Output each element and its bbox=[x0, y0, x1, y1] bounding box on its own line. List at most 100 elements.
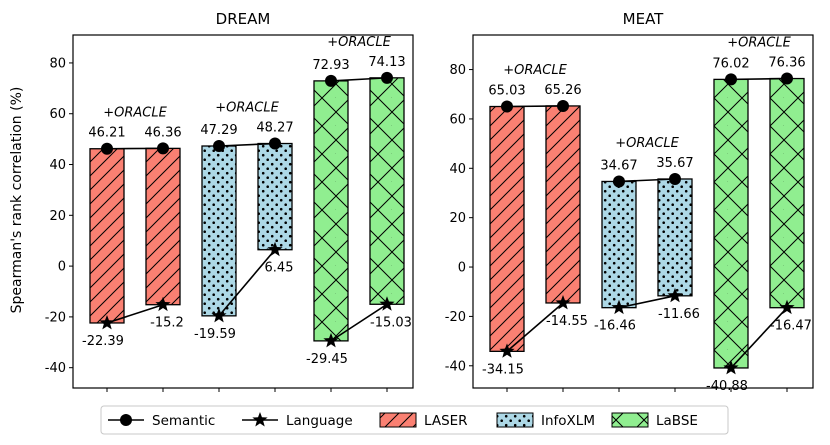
language-point bbox=[499, 343, 515, 358]
language-value-label: -16.46 bbox=[594, 319, 636, 334]
y-tick-label: 40 bbox=[449, 162, 466, 177]
legend-label: Semantic bbox=[152, 413, 215, 429]
bar-hatch bbox=[769, 77, 805, 309]
semantic-line bbox=[218, 142, 276, 147]
language-line bbox=[730, 307, 788, 369]
legend-label: LASER bbox=[424, 413, 468, 429]
legend: Semantic Language LASER InfoXLM LaBSE bbox=[100, 405, 729, 435]
language-line bbox=[330, 303, 388, 342]
language-point bbox=[323, 332, 339, 348]
bar-hatch bbox=[89, 148, 125, 324]
language-value-label: -29.45 bbox=[306, 352, 348, 367]
semantic-point bbox=[213, 140, 225, 153]
language-point bbox=[555, 294, 571, 310]
legend-item-laser: LASER bbox=[379, 412, 468, 429]
panel-title: MEAT bbox=[623, 10, 665, 28]
semantic-value-label: 65.03 bbox=[488, 84, 525, 99]
legend-item-infoxlm: InfoXLM bbox=[496, 412, 595, 429]
y-tick-label: -20 bbox=[445, 310, 466, 325]
semantic-point bbox=[725, 73, 737, 86]
language-value-label: -11.66 bbox=[658, 307, 700, 322]
semantic-point bbox=[501, 100, 513, 113]
semantic-point bbox=[157, 142, 169, 155]
language-point bbox=[155, 296, 171, 312]
oracle-annotation: +ORACLE bbox=[103, 105, 167, 120]
language-point bbox=[611, 299, 627, 315]
legend-label: InfoXLM bbox=[541, 413, 595, 429]
semantic-value-label: 35.67 bbox=[656, 156, 693, 171]
semantic-value-label: 74.13 bbox=[368, 55, 405, 70]
axes-frame bbox=[472, 34, 814, 389]
language-value-label: -34.15 bbox=[482, 362, 524, 377]
semantic-point bbox=[325, 74, 337, 87]
y-tick-label: -40 bbox=[445, 359, 466, 374]
legend-item-semantic: Semantic bbox=[108, 413, 215, 429]
legend-label: LaBSE bbox=[656, 413, 698, 429]
bar-hatch bbox=[313, 80, 349, 342]
oracle-annotation: +ORACLE bbox=[727, 36, 791, 51]
bar-hatch bbox=[545, 105, 581, 304]
y-tick-label: 80 bbox=[449, 63, 466, 78]
y-tick-label: 40 bbox=[49, 158, 66, 173]
legend-label: Language bbox=[286, 413, 353, 429]
semantic-value-label: 34.67 bbox=[600, 158, 637, 173]
semantic-line bbox=[730, 77, 788, 81]
semantic-point bbox=[269, 137, 281, 150]
language-line bbox=[106, 303, 164, 324]
semantic-point bbox=[613, 175, 625, 188]
language-point bbox=[723, 359, 739, 375]
semantic-point bbox=[781, 72, 793, 85]
semantic-point bbox=[381, 71, 393, 84]
panel-title: DREAM bbox=[216, 10, 271, 28]
y-axis-label: Spearman's rank correlation (%) bbox=[9, 87, 25, 314]
chart-panel-meat: MEAT -40 -20 0 20 40 60 80 65.03 -34.15 65.26 -14.5… bbox=[445, 10, 814, 394]
language-value-label: -40.88 bbox=[706, 379, 748, 394]
oracle-annotation: +ORACLE bbox=[503, 63, 567, 78]
language-point bbox=[779, 299, 795, 315]
y-tick-label: 20 bbox=[449, 211, 466, 226]
semantic-value-label: 65.26 bbox=[544, 83, 581, 98]
legend-swatch-hatch bbox=[611, 412, 649, 428]
chart-panels: DREAM -40 -20 0 20 40 60 80 46.21 -22.39 46.36 -15.… bbox=[45, 10, 814, 394]
bar-hatch bbox=[601, 180, 637, 309]
language-value-label: -19.59 bbox=[194, 327, 236, 342]
semantic-line bbox=[506, 105, 564, 108]
y-tick-label: 0 bbox=[58, 260, 66, 275]
semantic-value-label: 72.93 bbox=[312, 58, 349, 73]
semantic-value-label: 46.36 bbox=[144, 125, 181, 140]
legend-item-labse: LaBSE bbox=[611, 412, 698, 429]
legend-swatch-hatch bbox=[496, 412, 534, 428]
oracle-annotation: +ORACLE bbox=[215, 101, 279, 116]
semantic-point bbox=[557, 99, 569, 112]
oracle-annotation: +ORACLE bbox=[615, 136, 679, 151]
chart-panel-dream: DREAM -40 -20 0 20 40 60 80 46.21 -22.39 46.36 -15.… bbox=[45, 10, 414, 392]
language-value-label: -16.47 bbox=[770, 319, 812, 334]
bar-hatch bbox=[201, 145, 237, 317]
legend-swatch-hatch bbox=[379, 412, 417, 428]
semantic-line bbox=[618, 178, 676, 183]
language-point bbox=[99, 314, 115, 330]
semantic-value-label: 46.21 bbox=[88, 126, 125, 141]
y-tick-label: 20 bbox=[49, 209, 66, 224]
bar-hatch bbox=[145, 147, 181, 306]
axes-frame bbox=[72, 34, 414, 389]
language-point bbox=[267, 241, 283, 257]
y-tick-label: 0 bbox=[458, 261, 466, 276]
bar-hatch bbox=[713, 78, 749, 369]
semantic-value-label: 47.29 bbox=[200, 123, 237, 138]
language-value-label: -22.39 bbox=[82, 334, 124, 349]
y-tick-label: 60 bbox=[449, 112, 466, 127]
language-point bbox=[379, 296, 395, 311]
bar-hatch bbox=[489, 105, 525, 352]
semantic-value-label: 76.02 bbox=[712, 56, 749, 71]
language-point bbox=[211, 307, 227, 323]
y-tick-label: -20 bbox=[45, 310, 66, 325]
circle-marker-icon bbox=[120, 414, 132, 426]
bar-hatch bbox=[657, 178, 693, 297]
y-tick-label: 80 bbox=[49, 56, 66, 71]
semantic-value-label: 48.27 bbox=[256, 121, 293, 136]
language-point bbox=[667, 287, 683, 303]
language-line bbox=[618, 295, 676, 309]
language-line bbox=[218, 249, 276, 317]
